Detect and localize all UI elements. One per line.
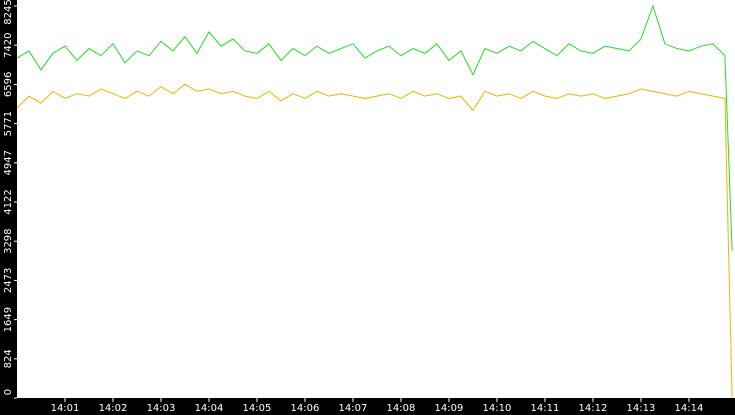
x-tick-label: 14:14 <box>675 403 704 414</box>
y-tick-label: 8245 <box>3 0 14 25</box>
y-tick-label: 0 <box>3 389 14 395</box>
y-tick-label: 3298 <box>3 228 14 253</box>
x-tick-label: 14:05 <box>243 403 272 414</box>
x-tick-label: 14:04 <box>195 403 224 414</box>
x-tick-label: 14:06 <box>291 403 320 414</box>
y-tick-label: 6596 <box>3 72 14 97</box>
x-tick-label: 14:09 <box>435 403 464 414</box>
x-tick-label: 14:10 <box>483 403 512 414</box>
y-tick-label: 4122 <box>3 189 14 214</box>
x-tick-label: 14:12 <box>579 403 608 414</box>
y-tick-label: 824 <box>3 349 14 368</box>
y-tick-label: 1649 <box>3 307 14 332</box>
y-tick-label: 5771 <box>3 111 14 136</box>
x-tick-label: 14:11 <box>531 403 560 414</box>
x-tick-label: 14:02 <box>99 403 128 414</box>
series-line <box>17 83 733 398</box>
x-tick-label: 14:01 <box>51 403 80 414</box>
x-tick-label: 14:07 <box>339 403 368 414</box>
y-tick-label: 7420 <box>3 32 14 57</box>
y-tick-label: 4947 <box>3 150 14 175</box>
x-tick-label: 14:13 <box>627 403 656 414</box>
x-tick-label: 14:08 <box>387 403 416 414</box>
series-line <box>17 4 733 251</box>
x-tick-label: 14:03 <box>147 403 176 414</box>
plot-area <box>17 0 735 398</box>
lines <box>17 4 733 398</box>
y-tick-label: 2473 <box>3 268 14 293</box>
